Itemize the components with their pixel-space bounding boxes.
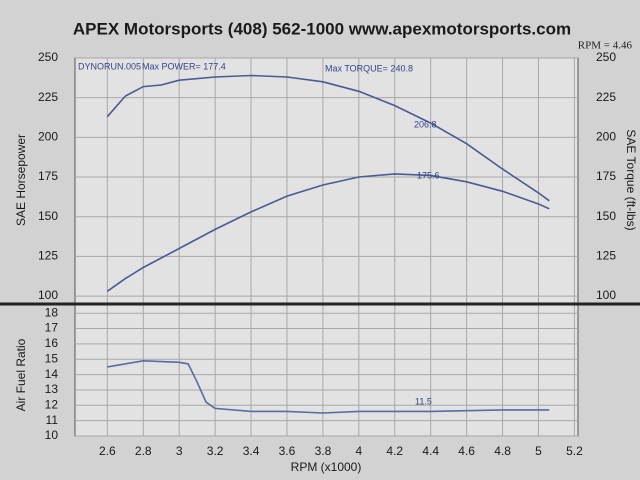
y-tick-label: 125 xyxy=(38,249,58,263)
y-tick-label: 15 xyxy=(45,351,59,365)
y-tick-label: 14 xyxy=(45,367,59,381)
y-tick-label: 200 xyxy=(38,130,58,144)
y2-tick-label: 200 xyxy=(596,130,616,144)
y2-tick-label: 150 xyxy=(596,209,616,223)
x-tick-label: 4.6 xyxy=(458,444,475,458)
annotation: 206.8 xyxy=(414,119,437,129)
annotation: 11.5 xyxy=(415,396,432,406)
x-axis-label: RPM (x1000) xyxy=(291,460,362,474)
data-line xyxy=(106,74,550,202)
x-tick-label: 5 xyxy=(535,444,542,458)
y-tick-label: 17 xyxy=(45,321,59,335)
annotation: RPM = 4.46 xyxy=(578,40,633,52)
y-tick-label: 16 xyxy=(45,336,59,350)
y2-tick-label: 175 xyxy=(596,169,616,183)
x-tick-label: 4.2 xyxy=(386,444,403,458)
y-tick-label: 225 xyxy=(38,90,58,104)
plot-area xyxy=(74,57,579,437)
y-tick-label: 100 xyxy=(38,288,58,302)
y-tick-label: 11 xyxy=(46,413,59,427)
y-tick-label: 150 xyxy=(38,209,58,223)
y-tick-label: 250 xyxy=(38,50,58,64)
x-tick-label: 3.6 xyxy=(279,444,296,458)
data-line xyxy=(106,173,550,292)
x-tick-label: 4.4 xyxy=(422,444,439,458)
x-tick-label: 2.8 xyxy=(135,444,152,458)
y-tick-label: 12 xyxy=(45,397,59,411)
x-tick-label: 5.2 xyxy=(566,444,583,458)
x-tick-label: 2.6 xyxy=(99,444,116,458)
annotation: Max POWER= 177.4 xyxy=(142,61,226,71)
x-tick-label: 3 xyxy=(176,444,183,458)
y2-tick-label: 125 xyxy=(596,249,616,263)
y-tick-label: 18 xyxy=(45,305,59,319)
y-axis-label: Air Fuel Ratio xyxy=(14,338,28,411)
y2-tick-label: 250 xyxy=(596,50,616,64)
x-tick-label: 3.2 xyxy=(207,444,224,458)
y2-axis-label: SAE Torque (ft-lbs) xyxy=(624,129,638,230)
y2-tick-label: 225 xyxy=(596,90,616,104)
chart-title: APEX Motorsports (408) 562-1000 www.apex… xyxy=(73,19,571,38)
annotation: DYNORUN.005 xyxy=(78,61,141,71)
annotation: 175.6 xyxy=(417,170,440,180)
y-tick-label: 13 xyxy=(45,382,59,396)
x-tick-label: 3.8 xyxy=(315,444,332,458)
x-tick-label: 4.8 xyxy=(494,444,511,458)
x-tick-label: 4 xyxy=(355,444,362,458)
y-tick-label: 10 xyxy=(45,428,59,442)
x-tick-label: 3.4 xyxy=(243,444,260,458)
y2-tick-label: 100 xyxy=(596,288,616,302)
data-line xyxy=(107,359,550,414)
y-axis-label: SAE Horsepower xyxy=(14,134,28,226)
annotation: Max TORQUE= 240.8 xyxy=(325,63,413,73)
y-tick-label: 175 xyxy=(38,169,58,183)
